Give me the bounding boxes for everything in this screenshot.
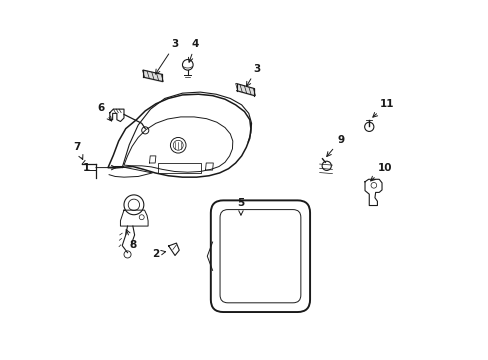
Text: 8: 8 [125, 230, 136, 250]
Text: 2: 2 [152, 249, 165, 259]
Text: 11: 11 [372, 99, 394, 117]
Text: 3: 3 [246, 64, 260, 86]
Text: 3: 3 [155, 39, 179, 74]
Text: 6: 6 [97, 103, 111, 121]
Text: 5: 5 [237, 198, 244, 215]
Text: 9: 9 [326, 135, 344, 157]
Text: 10: 10 [370, 163, 391, 181]
Text: 4: 4 [188, 39, 199, 62]
Text: 7: 7 [73, 142, 82, 159]
Text: 1: 1 [83, 163, 116, 172]
